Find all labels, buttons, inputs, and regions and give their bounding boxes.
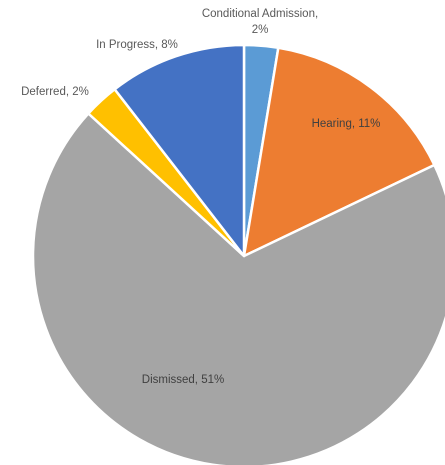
pie-slice-in-progress [113, 43, 246, 258]
pie-slices [31, 43, 445, 465]
slice-label-line: Conditional Admission, [202, 8, 318, 20]
slice-label-line: In Progress, 8% [96, 39, 178, 51]
slice-label-line: 2% [252, 24, 269, 36]
slice-label-line: Dismissed, 51% [142, 374, 224, 386]
slice-label-deferred: Deferred, 2% [21, 86, 89, 98]
slice-label-in-progress: In Progress, 8% [96, 39, 178, 51]
slice-label-conditional-admission: Conditional Admission, 2% [202, 8, 318, 36]
pie-slice-hearing [242, 46, 436, 258]
slice-label-line: Hearing, 11% [312, 118, 381, 130]
slice-labels: Conditional Admission, 2% Hearing, 11% Dism… [21, 8, 380, 386]
slice-label-hearing: Hearing, 11% [312, 118, 381, 130]
slice-label-dismissed: Dismissed, 51% [142, 374, 224, 386]
slice-label-line: Deferred, 2% [21, 86, 89, 98]
